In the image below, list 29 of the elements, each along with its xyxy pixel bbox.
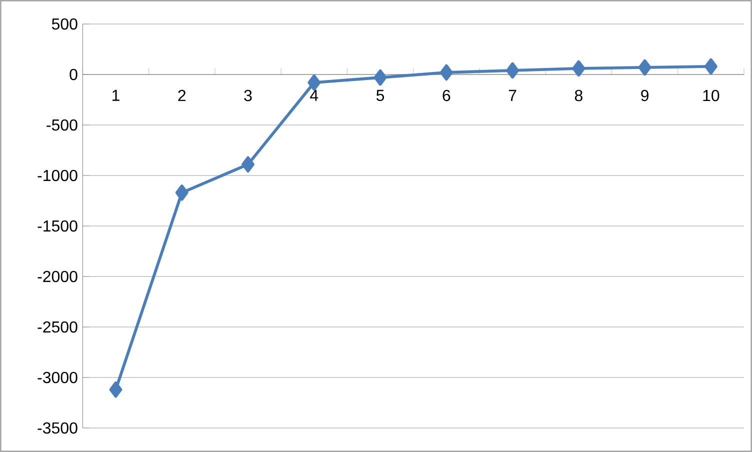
y-tick-label: -2000 xyxy=(38,270,78,282)
point xyxy=(308,74,321,91)
x-tick-label: 2 xyxy=(178,90,186,102)
point xyxy=(638,59,652,76)
x-tick-label: 8 xyxy=(574,90,582,102)
x-tick-label: 3 xyxy=(244,90,252,102)
y-tick-label: -500 xyxy=(46,119,78,131)
point xyxy=(242,156,254,173)
point xyxy=(572,60,586,77)
point xyxy=(506,62,520,79)
y-tick-label: -3500 xyxy=(38,422,78,434)
point xyxy=(109,381,122,398)
x-tick-label: 9 xyxy=(641,90,648,102)
y-tick-label: -1000 xyxy=(38,170,78,182)
x-tick-label: 5 xyxy=(376,90,384,102)
y-tick-label: 0 xyxy=(70,68,78,80)
x-tick-label: 4 xyxy=(310,90,318,101)
y-tick-label: -3000 xyxy=(38,372,78,384)
x-tick-label: 1 xyxy=(112,90,120,101)
x-tick-label: 7 xyxy=(508,90,516,101)
x-tick-label: 6 xyxy=(442,90,450,102)
x-tick-label: 10 xyxy=(703,90,720,102)
point xyxy=(704,58,718,75)
y-tick-label: -1500 xyxy=(38,220,78,232)
y-tick-label: 500 xyxy=(52,18,78,30)
point xyxy=(374,69,387,86)
y-tick-label: -2500 xyxy=(38,321,78,333)
point xyxy=(175,184,188,201)
point xyxy=(440,64,453,81)
